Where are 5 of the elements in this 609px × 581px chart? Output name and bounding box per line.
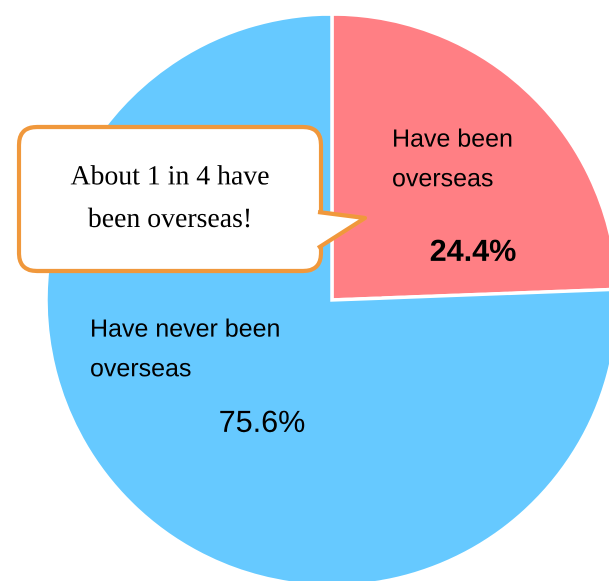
slice-label: Have never been overseas: [91, 318, 279, 377]
text: About 1 in 4 have been overseas!: [70, 165, 269, 228]
data-label: 75.6%: [220, 410, 304, 432]
slice-label: Have been overseas: [393, 128, 512, 187]
data-label: 24.4%: [430, 240, 516, 262]
